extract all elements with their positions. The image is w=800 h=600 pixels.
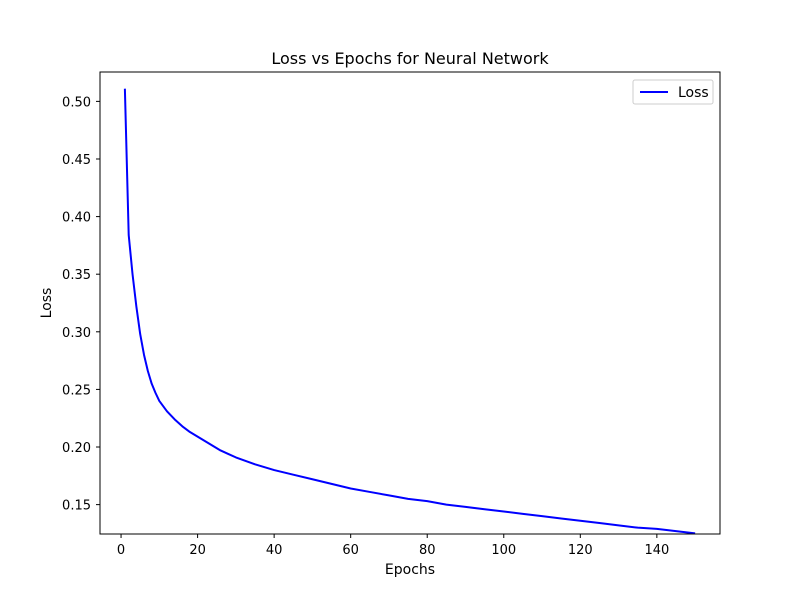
x-tick-label: 80: [419, 543, 436, 558]
plot-frame: [99, 71, 721, 535]
x-tick-label: 20: [189, 543, 206, 558]
x-axis-ticks: 0 20 40 60 80 100 120 140: [117, 534, 669, 558]
x-tick-label: 0: [117, 543, 125, 558]
legend: Loss: [632, 79, 714, 105]
chart-title: Loss vs Epochs for Neural Network: [271, 49, 549, 68]
y-tick-label: 0.30: [62, 326, 91, 341]
legend-loss-label: Loss: [678, 85, 709, 101]
y-tick-label: 0.35: [62, 268, 91, 283]
x-tick-label: 140: [644, 543, 669, 558]
y-axis-ticks: 0.15 0.20 0.25 0.30 0.35 0.40 0.45 0.50: [62, 95, 100, 514]
y-axis-label: Loss: [39, 288, 55, 319]
legend-box: [632, 79, 714, 105]
x-tick-label: 120: [568, 543, 593, 558]
loss-series-line: [123, 88, 696, 535]
x-tick-label: 40: [266, 543, 283, 558]
y-tick-label: 0.45: [62, 153, 91, 168]
x-tick-label: 100: [491, 543, 516, 558]
x-tick-label: 60: [342, 543, 359, 558]
y-tick-label: 0.40: [62, 211, 91, 226]
x-axis-label: Epochs: [385, 562, 435, 578]
y-tick-label: 0.20: [62, 441, 91, 456]
y-tick-label: 0.50: [62, 95, 91, 110]
y-tick-label: 0.15: [62, 499, 91, 514]
y-tick-label: 0.25: [62, 383, 91, 398]
